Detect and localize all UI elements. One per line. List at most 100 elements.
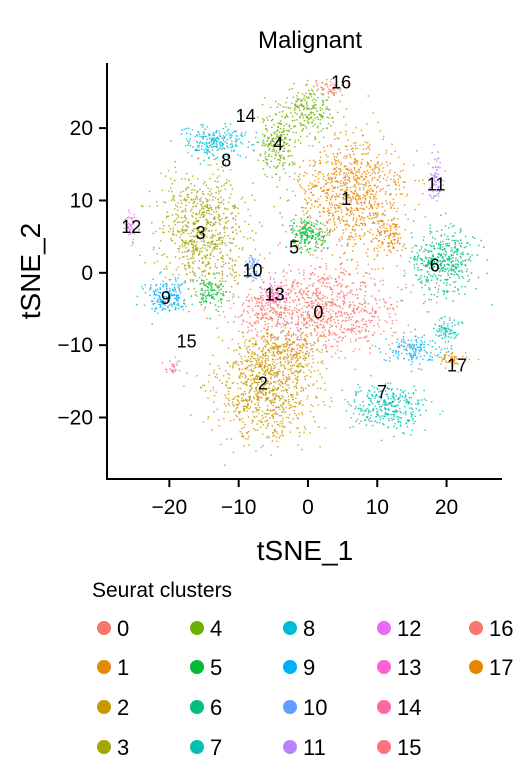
point [282,403,284,406]
point [292,131,295,134]
point [251,337,253,339]
point [266,311,268,314]
point [262,417,264,420]
point [369,184,371,187]
point [260,356,263,358]
point [337,283,339,286]
point [244,359,246,362]
point [196,279,198,282]
point [232,451,235,454]
point [201,206,204,209]
point [359,281,362,284]
point [239,230,242,233]
point [374,216,377,219]
point [215,308,218,311]
point [277,353,280,355]
point [294,292,297,295]
point [302,366,305,369]
point [220,217,223,220]
point [156,260,159,263]
point [291,232,294,234]
point [218,242,221,245]
point [203,384,206,387]
point [276,320,279,322]
point [403,275,406,277]
point [291,87,294,90]
point [232,293,235,295]
point [250,370,253,372]
point [422,179,424,181]
point [313,370,316,372]
point [275,167,278,169]
point [293,119,296,122]
point [282,130,285,133]
point [319,106,322,109]
point [259,294,262,297]
point [217,201,220,204]
point [322,312,325,315]
point [381,206,384,208]
point [308,296,311,299]
point [329,218,332,221]
point [363,153,366,155]
point [227,390,230,393]
point [282,290,285,293]
point [288,421,291,423]
point [358,311,360,314]
point [276,412,279,415]
point [408,260,411,263]
point [360,161,363,164]
point [329,323,332,326]
point [307,229,310,232]
point [263,327,266,330]
point [333,318,336,321]
point [334,132,336,135]
point [219,223,221,226]
point [270,288,273,291]
point [313,164,316,167]
point [334,278,337,281]
point [460,264,463,266]
point [387,308,389,311]
point [267,435,269,438]
point [372,214,375,217]
point [178,247,180,250]
point [265,128,268,131]
point [317,131,320,133]
point [424,300,426,303]
point [251,400,253,403]
point [309,410,312,413]
point [184,229,187,231]
point [305,287,308,290]
point [442,243,445,246]
point [276,445,279,448]
point [351,228,354,231]
point [226,181,228,184]
point [152,232,154,235]
point [267,328,269,330]
point [254,403,256,406]
point [406,193,409,196]
point [322,296,325,299]
point [248,322,251,325]
point [302,311,304,314]
point [255,450,257,453]
point [334,321,336,324]
point [353,213,355,216]
point [266,365,269,368]
point [315,312,317,315]
point [299,185,302,188]
point [362,317,365,320]
point [250,355,252,357]
point [272,415,274,418]
point [337,206,340,208]
point [260,301,263,303]
point [198,276,201,279]
point [379,129,382,132]
point [380,188,382,191]
point [300,315,303,318]
point [320,228,323,231]
point [312,92,315,95]
point [213,410,215,413]
point [244,220,246,223]
